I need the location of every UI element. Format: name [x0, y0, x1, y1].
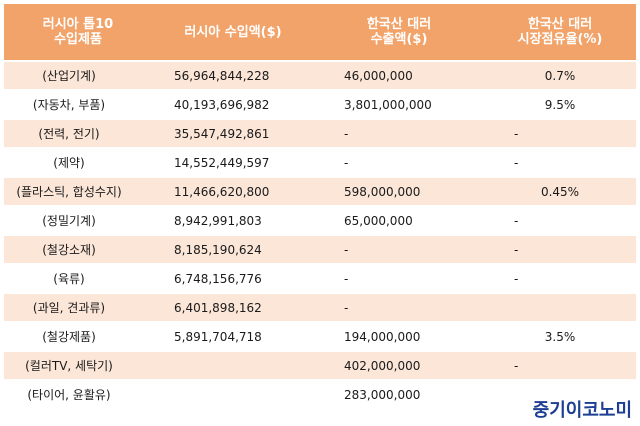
- header-russia-import: 러시아 수입액($): [152, 4, 314, 60]
- russia-import-cell: 8,185,190,624: [152, 236, 314, 263]
- korea-export-cell: 3,801,000,000: [314, 91, 484, 118]
- table-header: 러시아 톱10 수입제품 러시아 수입액($) 한국산 대러 수출액($) 한국…: [4, 4, 636, 60]
- korea-share-cell: 0.45%: [484, 178, 636, 205]
- russia-import-cell: 6,748,156,776: [152, 265, 314, 292]
- korea-export-cell: 194,000,000: [314, 323, 484, 350]
- russia-import-cell: [152, 381, 314, 408]
- korea-share-cell: -: [484, 236, 636, 263]
- table-row: (정밀기계) 8,942,991,803 65,000,000-: [4, 207, 636, 234]
- korea-share-cell: [484, 294, 636, 321]
- table-row: (컬러TV, 세탁기) 402,000,000-: [4, 352, 636, 379]
- russia-import-cell: 35,547,492,861: [152, 120, 314, 147]
- russia-import-cell: 8,942,991,803: [152, 207, 314, 234]
- korea-export-cell: -: [314, 294, 484, 321]
- russia-import-cell: 14,552,449,597: [152, 149, 314, 176]
- table-row: (철강소재) 8,185,190,624- -: [4, 236, 636, 263]
- header-korea-export: 한국산 대러 수출액($): [314, 4, 484, 60]
- russia-import-cell: 6,401,898,162: [152, 294, 314, 321]
- table-row: (과일, 견과류) 6,401,898,162-: [4, 294, 636, 321]
- russia-import-cell: 5,891,704,718: [152, 323, 314, 350]
- table-row: (육류) 6,748,156,776- -: [4, 265, 636, 292]
- korea-export-cell: 46,000,000: [314, 62, 484, 89]
- product-cell: (과일, 견과류): [4, 294, 152, 321]
- table-row: (제약) 14,552,449,597- -: [4, 149, 636, 176]
- table-row: (철강제품) 5,891,704,718 194,000,000 3.5%: [4, 323, 636, 350]
- korea-export-cell: 283,000,000: [314, 381, 484, 408]
- product-cell: (육류): [4, 265, 152, 292]
- korea-share-cell: -: [484, 352, 636, 379]
- header-korea-share: 한국산 대러 시장점유율(%): [484, 4, 636, 60]
- table-row: (산업기계) 56,964,844,228 46,000,000 0.7%: [4, 62, 636, 89]
- korea-share-cell: 0.7%: [484, 62, 636, 89]
- korea-share-cell: 3.5%: [484, 323, 636, 350]
- product-cell: (플라스틱, 합성수지): [4, 178, 152, 205]
- product-cell: (산업기계): [4, 62, 152, 89]
- product-cell: (컬러TV, 세탁기): [4, 352, 152, 379]
- korea-share-cell: -: [484, 265, 636, 292]
- korea-share-cell: -: [484, 207, 636, 234]
- table-body: (산업기계) 56,964,844,228 46,000,000 0.7% (자동차, …: [4, 62, 636, 408]
- korea-export-cell: -: [314, 149, 484, 176]
- header-row: 러시아 톱10 수입제품 러시아 수입액($) 한국산 대러 수출액($) 한국…: [4, 4, 636, 60]
- korea-export-cell: -: [314, 265, 484, 292]
- product-cell: (철강제품): [4, 323, 152, 350]
- product-cell: (정밀기계): [4, 207, 152, 234]
- russia-import-cell: 11,466,620,800: [152, 178, 314, 205]
- korea-export-cell: 402,000,000: [314, 352, 484, 379]
- table-row: (플라스틱, 합성수지) 11,466,620,800 598,000,000 0.4…: [4, 178, 636, 205]
- korea-export-cell: -: [314, 120, 484, 147]
- korea-export-cell: 65,000,000: [314, 207, 484, 234]
- publisher-logo: 중기이코노미: [532, 396, 632, 422]
- korea-share-cell: -: [484, 120, 636, 147]
- product-cell: (철강소재): [4, 236, 152, 263]
- table-row: (타이어, 윤활유) 283,000,000: [4, 381, 636, 408]
- russia-import-table: 러시아 톱10 수입제품 러시아 수입액($) 한국산 대러 수출액($) 한국…: [4, 2, 636, 410]
- product-cell: (제약): [4, 149, 152, 176]
- product-cell: (자동차, 부품): [4, 91, 152, 118]
- product-cell: (타이어, 윤활유): [4, 381, 152, 408]
- russia-import-cell: [152, 352, 314, 379]
- russia-import-cell: 40,193,696,982: [152, 91, 314, 118]
- table-row: (자동차, 부품) 40,193,696,982 3,801,000,000 9.5%: [4, 91, 636, 118]
- product-cell: (전력, 전기): [4, 120, 152, 147]
- table-row: (전력, 전기) 35,547,492,861- -: [4, 120, 636, 147]
- header-top10-products: 러시아 톱10 수입제품: [4, 4, 152, 60]
- korea-export-cell: -: [314, 236, 484, 263]
- korea-share-cell: 9.5%: [484, 91, 636, 118]
- russia-import-cell: 56,964,844,228: [152, 62, 314, 89]
- korea-share-cell: -: [484, 149, 636, 176]
- korea-export-cell: 598,000,000: [314, 178, 484, 205]
